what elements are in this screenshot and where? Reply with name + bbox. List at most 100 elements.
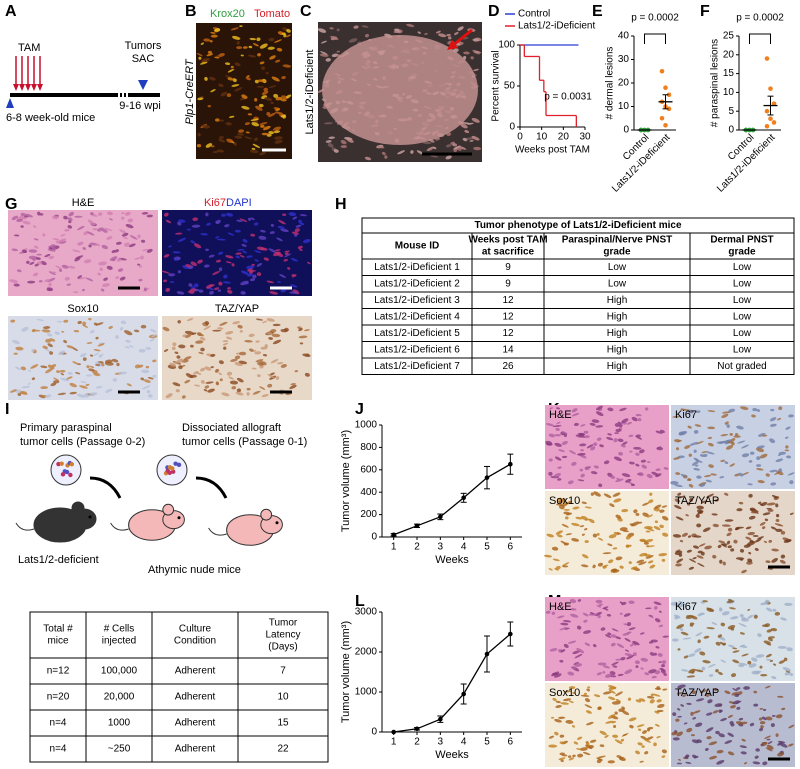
texture: [259, 43, 268, 49]
texture: [471, 135, 480, 141]
texture: [584, 435, 590, 439]
texture: [288, 212, 297, 217]
texture: [674, 616, 679, 620]
texture: [728, 644, 735, 648]
texture: [645, 736, 654, 741]
texture: [604, 734, 609, 738]
texture: [244, 122, 251, 126]
texture: [718, 709, 722, 713]
texture: [185, 333, 192, 339]
texture: [557, 534, 563, 538]
texture: [696, 505, 704, 510]
texture: [693, 535, 702, 538]
texture: [761, 716, 767, 721]
texture: [584, 704, 593, 709]
texture: [73, 329, 80, 333]
texture: [235, 255, 240, 259]
texture: [646, 461, 651, 463]
texture: [644, 672, 650, 676]
texture: [67, 225, 72, 229]
texture: [234, 62, 241, 67]
texture: [123, 242, 130, 247]
table-cell: Low: [733, 278, 752, 289]
texture: [644, 751, 649, 755]
table-header: Culture: [179, 624, 212, 635]
texture: [117, 268, 124, 272]
texture: [221, 392, 230, 397]
texture: [42, 345, 48, 350]
texture: [756, 409, 760, 412]
texture: [31, 377, 36, 381]
texture: [124, 346, 130, 349]
texture: [596, 532, 600, 536]
texture: [691, 461, 699, 466]
texture: [729, 433, 733, 436]
texture: [177, 320, 181, 324]
texture: [740, 645, 748, 648]
texture: [712, 523, 719, 528]
table-cell: ~250: [108, 744, 131, 755]
y-tick-label: 20: [618, 78, 630, 89]
texture: [134, 257, 141, 260]
texture: [101, 283, 111, 287]
texture: [592, 533, 598, 538]
texture: [283, 253, 292, 258]
texture: [172, 382, 181, 387]
texture: [636, 724, 645, 728]
texture: [197, 132, 201, 137]
texture: [273, 130, 281, 134]
texture: [660, 669, 666, 674]
texture: [17, 392, 22, 396]
texture: [761, 741, 768, 744]
texture: [324, 122, 333, 125]
annotation: p = 0.0031: [544, 92, 592, 103]
arrow-head: [19, 84, 25, 91]
texture: [575, 516, 583, 520]
texture: [681, 669, 689, 672]
texture: [178, 219, 186, 223]
table-cell: Low: [608, 262, 627, 273]
texture: [200, 42, 204, 45]
texture: [616, 643, 625, 648]
texture: [752, 761, 761, 765]
texture: [619, 407, 627, 412]
texture: [705, 479, 712, 483]
table-cell: Lats1/2-iDeficient 1: [374, 262, 460, 273]
texture: [228, 376, 234, 380]
x-axis-title: Weeks: [435, 554, 469, 566]
texture: [555, 427, 560, 431]
texture: [232, 35, 241, 40]
texture: [775, 733, 779, 737]
texture: [736, 687, 741, 690]
texture: [77, 225, 85, 231]
texture: [677, 492, 682, 496]
cell: [56, 461, 61, 467]
texture: [329, 27, 334, 30]
texture: [218, 83, 224, 88]
panel-letter: G: [5, 196, 17, 213]
texture: [763, 640, 771, 645]
texture: [705, 727, 714, 733]
texture: [612, 569, 620, 573]
texture: [198, 289, 204, 293]
texture: [734, 433, 739, 437]
texture: [260, 229, 266, 233]
texture: [33, 238, 39, 241]
texture: [721, 524, 731, 527]
texture: [557, 615, 565, 619]
texture: [699, 651, 706, 656]
x-axis-title: Weeks post TAM: [515, 145, 590, 156]
texture: [689, 622, 695, 625]
texture: [642, 512, 649, 517]
start-label: 6-8 week-old mice: [6, 112, 95, 124]
texture: [251, 263, 255, 266]
table-cell: Lats1/2-iDeficient 7: [374, 361, 460, 372]
texture: [690, 711, 694, 716]
texture: [119, 229, 127, 234]
texture: [203, 389, 208, 392]
texture: [11, 215, 19, 221]
data-point: [438, 514, 443, 520]
growth-line: [393, 463, 511, 536]
texture: [56, 320, 63, 323]
